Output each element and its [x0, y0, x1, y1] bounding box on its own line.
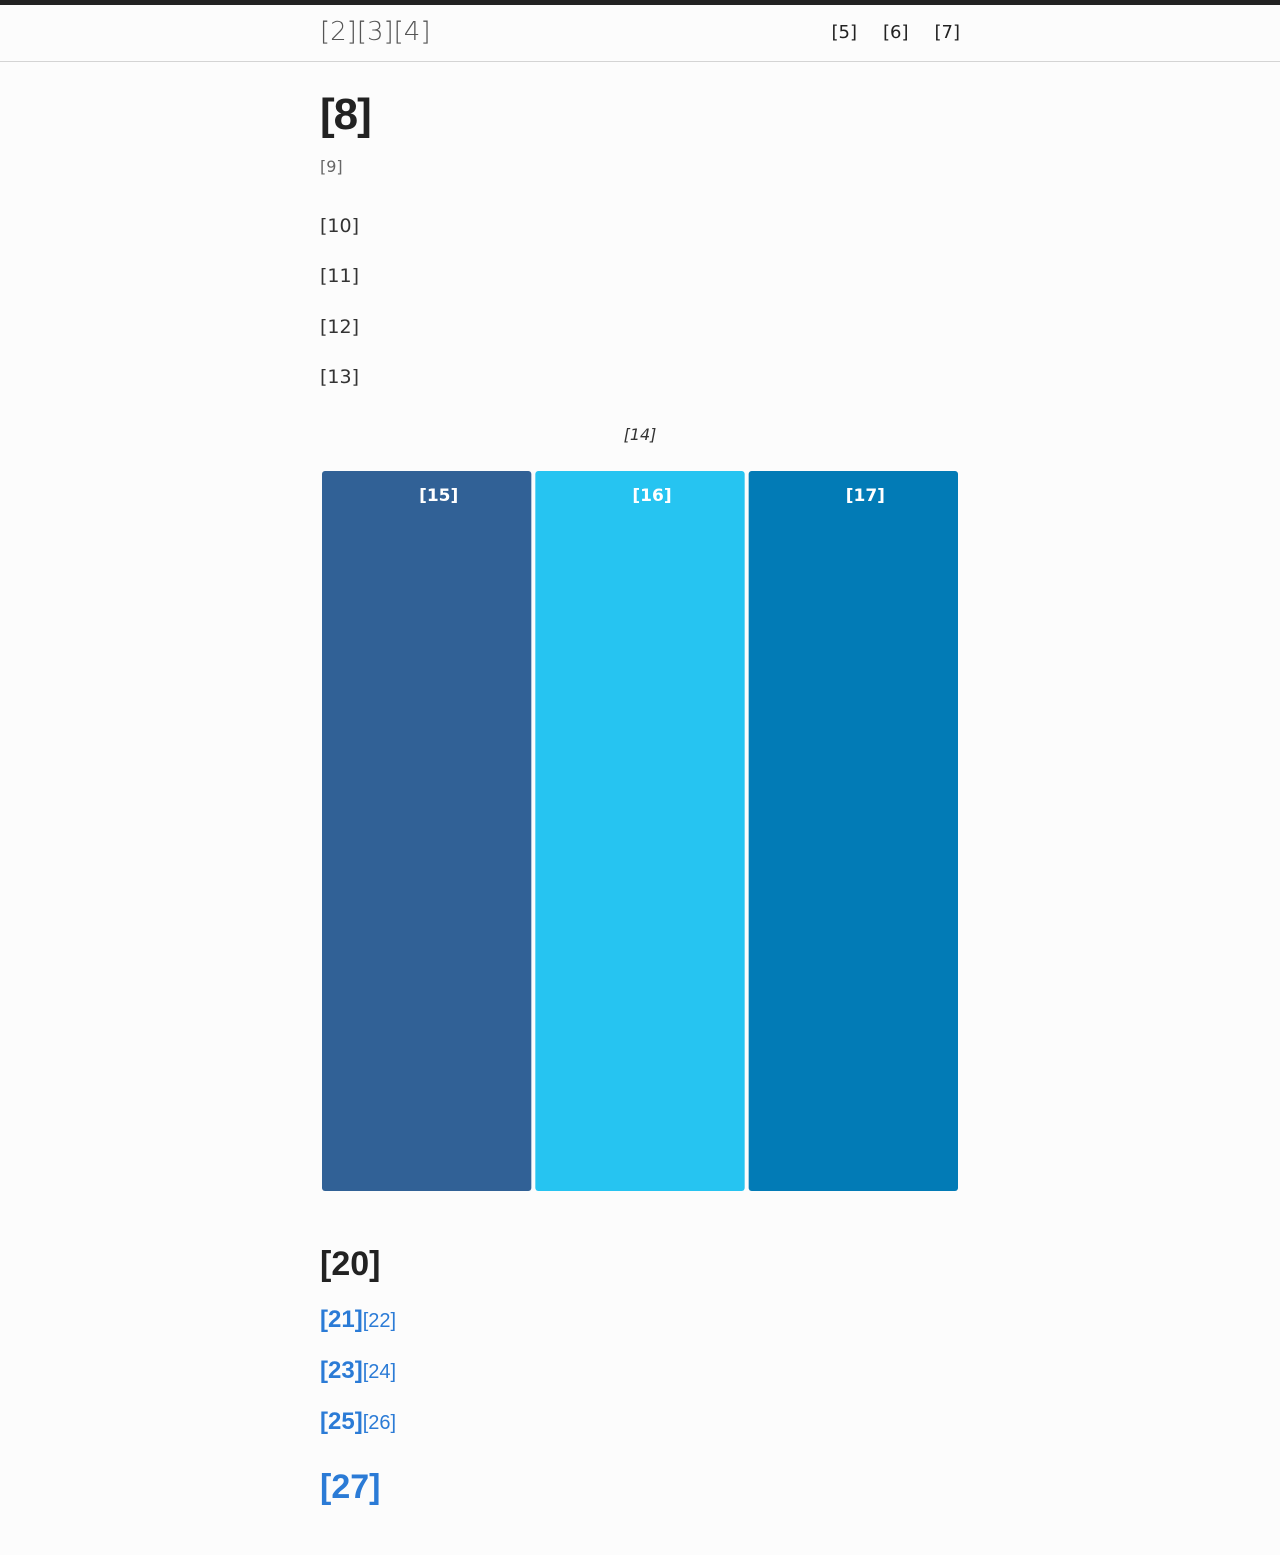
related-link-main: [25]: [320, 1408, 363, 1435]
site-brand[interactable]: [2][3][4]: [320, 17, 431, 47]
related-link[interactable]: [25][26]: [320, 1408, 396, 1459]
related-link-sub: [22]: [362, 1310, 397, 1332]
chart-bar: [748, 471, 958, 1191]
chart-bar: [322, 471, 532, 1191]
chart-bar: [535, 471, 745, 1191]
chart-bar-label: [16]: [632, 486, 671, 506]
chart-caption: [14]: [623, 425, 657, 444]
related-link[interactable]: [21][22]: [320, 1306, 396, 1357]
site-header: [2][3][4] [5] [6] [7]: [0, 5, 1280, 62]
footer-link[interactable]: [27]: [320, 1468, 381, 1506]
nav-item-3[interactable]: [7]: [934, 22, 961, 43]
text-line: [10]: [320, 215, 360, 237]
related-link-main: [23]: [320, 1357, 363, 1384]
top-accent-bar: [0, 0, 1280, 5]
main-nav: [5] [6] [7]: [832, 22, 961, 43]
text-line: [12]: [320, 315, 360, 338]
related-section-title: [20]: [320, 1245, 381, 1283]
related-link-sub: [24]: [362, 1361, 397, 1383]
chart-bar-label: [15]: [419, 486, 458, 506]
bar-chart: [15] [16] [17]: [320, 462, 960, 1197]
nav-item-1[interactable]: [5]: [831, 22, 858, 43]
related-link-sub: [26]: [362, 1412, 397, 1434]
text-line: [11]: [320, 265, 360, 288]
bar-chart-svg: [15] [16] [17]: [322, 471, 958, 1191]
text-line: [13]: [320, 365, 360, 388]
related-link-main: [21]: [320, 1306, 363, 1333]
related-link[interactable]: [23][24]: [320, 1357, 396, 1408]
page-title: [8]: [320, 90, 372, 139]
chart-bar-label: [17]: [846, 486, 885, 506]
related-links: [21][22] [23][24] [25][26]: [320, 1306, 396, 1459]
page-subtitle: [9]: [320, 157, 343, 176]
nav-item-2[interactable]: [6]: [883, 22, 909, 43]
text-lines: [10] [11] [12] [13]: [320, 214, 359, 415]
